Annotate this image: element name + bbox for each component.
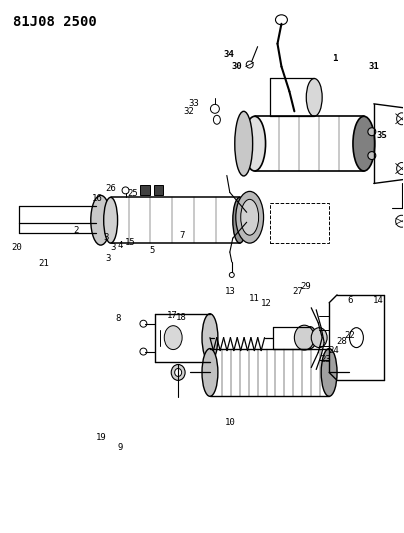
Ellipse shape bbox=[349, 328, 363, 348]
Ellipse shape bbox=[140, 348, 147, 355]
Text: 21: 21 bbox=[38, 260, 49, 268]
Text: 3: 3 bbox=[105, 254, 110, 263]
Ellipse shape bbox=[202, 314, 218, 361]
Text: 35: 35 bbox=[377, 131, 387, 140]
Text: 12: 12 bbox=[261, 299, 271, 308]
Text: 14: 14 bbox=[373, 296, 384, 305]
Text: 10: 10 bbox=[225, 418, 236, 427]
Text: 2: 2 bbox=[73, 226, 78, 235]
Ellipse shape bbox=[235, 111, 252, 176]
Ellipse shape bbox=[321, 349, 337, 397]
Text: 5: 5 bbox=[149, 246, 155, 255]
Ellipse shape bbox=[202, 349, 218, 397]
Text: 4: 4 bbox=[117, 241, 122, 250]
Text: 23: 23 bbox=[320, 355, 331, 364]
Text: 81J08 2500: 81J08 2500 bbox=[13, 14, 97, 29]
Bar bbox=[154, 185, 163, 196]
Text: 20: 20 bbox=[11, 244, 22, 253]
Text: 7: 7 bbox=[179, 231, 185, 240]
Ellipse shape bbox=[175, 368, 182, 376]
Text: 32: 32 bbox=[184, 107, 195, 116]
Ellipse shape bbox=[171, 365, 185, 381]
Text: 25: 25 bbox=[128, 189, 138, 198]
Ellipse shape bbox=[91, 196, 111, 245]
Bar bbox=[269, 203, 329, 243]
Text: 18: 18 bbox=[176, 313, 187, 322]
Text: 29: 29 bbox=[300, 281, 311, 290]
Text: 22: 22 bbox=[344, 331, 355, 340]
Text: 3: 3 bbox=[110, 244, 116, 253]
Text: 16: 16 bbox=[92, 194, 103, 203]
Ellipse shape bbox=[311, 328, 327, 348]
Bar bbox=[141, 185, 150, 196]
Text: 8: 8 bbox=[115, 314, 120, 323]
Ellipse shape bbox=[104, 197, 118, 243]
Text: 3: 3 bbox=[103, 233, 108, 242]
Ellipse shape bbox=[304, 327, 316, 349]
Ellipse shape bbox=[316, 330, 326, 345]
Text: 17: 17 bbox=[166, 311, 177, 320]
Text: 19: 19 bbox=[95, 433, 106, 442]
Text: 28: 28 bbox=[336, 337, 347, 346]
Ellipse shape bbox=[246, 61, 253, 68]
Ellipse shape bbox=[368, 151, 376, 159]
Ellipse shape bbox=[236, 191, 263, 243]
Ellipse shape bbox=[368, 128, 376, 136]
Text: 1: 1 bbox=[332, 54, 337, 63]
Ellipse shape bbox=[241, 199, 259, 235]
Text: 34: 34 bbox=[224, 50, 235, 59]
Ellipse shape bbox=[164, 326, 182, 350]
Text: 11: 11 bbox=[249, 294, 259, 303]
Text: 9: 9 bbox=[117, 443, 122, 453]
Text: 24: 24 bbox=[328, 346, 339, 355]
Text: 27: 27 bbox=[292, 287, 303, 296]
Ellipse shape bbox=[306, 78, 322, 116]
Text: 6: 6 bbox=[348, 296, 353, 305]
Text: 13: 13 bbox=[225, 287, 236, 296]
Ellipse shape bbox=[276, 15, 287, 25]
Text: 26: 26 bbox=[105, 183, 116, 192]
Ellipse shape bbox=[244, 116, 265, 171]
Text: 31: 31 bbox=[368, 62, 379, 70]
Text: 15: 15 bbox=[124, 238, 135, 247]
Text: 30: 30 bbox=[232, 62, 243, 70]
Ellipse shape bbox=[140, 320, 147, 327]
Text: 33: 33 bbox=[189, 99, 199, 108]
Ellipse shape bbox=[353, 116, 375, 171]
Ellipse shape bbox=[295, 325, 314, 350]
Ellipse shape bbox=[233, 197, 247, 243]
